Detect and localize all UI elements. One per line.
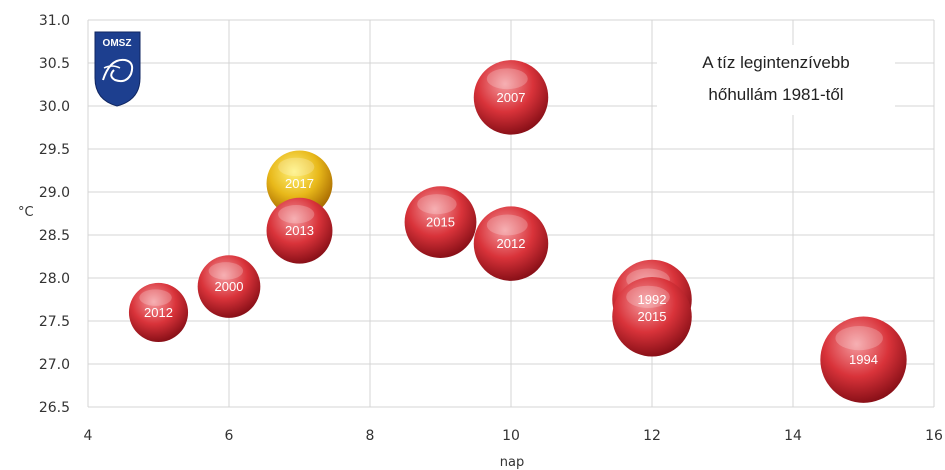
bubble-highlight [417,194,457,215]
bubble-label: 2000 [215,279,244,294]
chart-title-line-1: A tíz legintenzívebb [702,53,849,72]
bubble-label: 2015 [426,215,455,230]
bubble-2012 [473,206,549,281]
bubble-label: 1994 [849,352,878,367]
bubble-label: 2012 [497,236,526,251]
x-tick-label: 14 [784,428,802,444]
y-tick-label: 28.0 [39,271,70,287]
bubble-2012 [128,282,189,342]
logo-text: OMSZ [103,38,132,49]
y-tick-label: 27.0 [39,357,70,373]
bubble-label: 2015 [638,309,667,324]
bubble-highlight [835,326,883,351]
bubble-2015 [404,186,477,258]
x-tick-label: 8 [366,428,375,444]
bubble-highlight [626,285,670,308]
bubble-2015 [612,276,692,357]
bubble-highlight [486,214,528,236]
bubble-2013 [266,197,333,264]
bubble-1994 [820,316,907,403]
x-tick-label: 12 [643,428,661,444]
y-tick-label: 27.5 [39,314,70,330]
bubble-label: 2007 [497,90,526,105]
x-tick-label: 10 [502,428,520,444]
bubble-series: 2012 2000 2017 2013 2015 2007 2012 1992 2015 1994 [128,60,907,403]
chart-title-line-2: hőhullám 1981-től [708,85,843,104]
y-axis-label: °C [18,205,34,220]
y-tick-label: 26.5 [39,400,70,416]
bubble-2017 [266,150,333,217]
y-tick-label: 31.0 [39,13,70,29]
bubble-2000 [197,255,261,318]
x-tick-label: 16 [925,428,943,444]
y-tick-label: 29.5 [39,142,70,158]
bubble-label: 2012 [144,305,173,320]
x-axis-label: nap [500,455,524,470]
y-tick-label: 29.0 [39,185,70,201]
bubble-highlight [208,262,244,280]
bubble-2007 [473,60,549,135]
bubble-label: 1992 [638,292,667,307]
x-tick-label: 6 [225,428,234,444]
bubble-highlight [278,204,315,224]
chart-title-box: A tíz legintenzívebb hőhullám 1981-től [657,45,895,115]
omsz-logo: OMSZ [94,31,141,107]
bubble-highlight [486,68,528,90]
bubble-highlight [278,157,315,177]
bubble-highlight [139,289,172,306]
axis-ticks: 26.5 27.0 27.5 28.0 28.5 29.0 29.5 30.0 30.5 31.0… [39,13,943,444]
y-tick-label: 30.5 [39,56,70,72]
y-tick-label: 30.0 [39,99,70,115]
x-tick-label: 4 [84,428,93,444]
y-tick-label: 28.5 [39,228,70,244]
bubble-label: 2017 [285,176,314,191]
bubble-label: 2013 [285,223,314,238]
